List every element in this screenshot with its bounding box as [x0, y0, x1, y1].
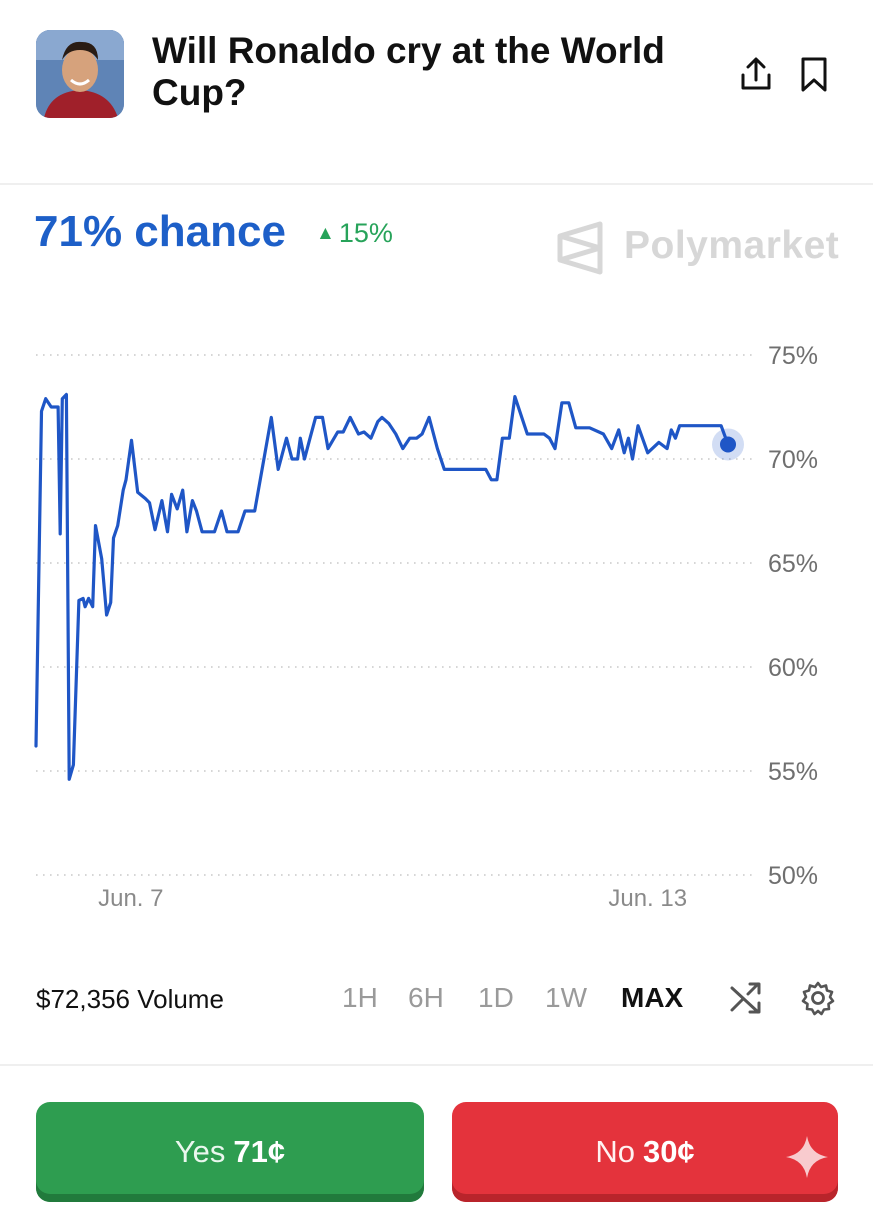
chart-controls: $72,356 Volume 1H 6H 1D 1W MAX — [0, 970, 873, 1030]
y-tick-label: 55% — [768, 758, 818, 786]
y-tick-label: 75% — [768, 342, 818, 370]
y-axis-labels: 75% 70% 65% 60% 55% 50% — [768, 342, 818, 890]
up-triangle-icon: ▲ — [316, 223, 335, 244]
yes-price: 71¢ — [233, 1134, 286, 1169]
bookmark-icon[interactable] — [796, 56, 832, 94]
current-point-marker — [720, 436, 736, 453]
buy-no-button[interactable]: No 30¢ — [452, 1102, 838, 1202]
no-label: No — [595, 1134, 635, 1169]
x-axis-labels: Jun. 7 Jun. 13 — [98, 885, 687, 912]
yes-label: Yes — [174, 1134, 226, 1169]
sparkle-icon — [786, 1136, 828, 1178]
no-price: 30¢ — [642, 1134, 695, 1169]
buy-yes-button[interactable]: Yes 71¢ — [36, 1102, 424, 1202]
change-value: 15% — [338, 218, 393, 248]
series-line — [34, 392, 730, 781]
brand-name: Polymarket — [624, 224, 840, 267]
range-1h[interactable]: 1H — [342, 982, 378, 1013]
x-tick-label: Jun. 7 — [98, 885, 163, 912]
price-chart: 75% 70% 65% 60% 55% 50% Jun. 7 Jun. 13 — [34, 342, 818, 912]
range-max[interactable]: MAX — [621, 982, 684, 1013]
y-tick-label: 65% — [768, 550, 818, 578]
market-avatar — [36, 30, 124, 118]
chance-change: ▲ 15% — [316, 218, 393, 249]
polymarket-logo-icon — [557, 221, 603, 275]
y-tick-label: 60% — [768, 654, 818, 682]
gear-icon[interactable] — [800, 980, 836, 1016]
volume-label: $72,356 Volume — [36, 984, 224, 1014]
market-header: Will Ronaldo cry at the World Cup? — [0, 0, 873, 184]
x-tick-label: Jun. 13 — [608, 885, 687, 912]
shuffle-icon[interactable] — [728, 980, 764, 1016]
y-tick-label: 50% — [768, 862, 818, 890]
y-tick-label: 70% — [768, 446, 818, 474]
footer-divider — [0, 1064, 873, 1066]
share-icon[interactable] — [738, 56, 774, 94]
market-title: Will Ronaldo cry at the World Cup? — [152, 30, 665, 113]
range-6h[interactable]: 6H — [408, 982, 444, 1013]
range-1w[interactable]: 1W — [545, 982, 587, 1013]
range-1d[interactable]: 1D — [478, 982, 514, 1013]
chart-grid — [36, 354, 752, 876]
header-divider — [0, 183, 873, 185]
chance-value: 71% chance — [34, 207, 286, 256]
